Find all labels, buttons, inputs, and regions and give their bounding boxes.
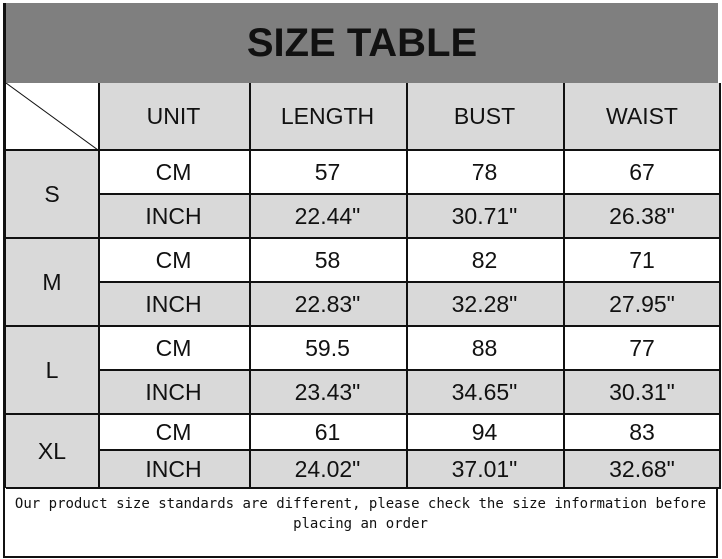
grid-line	[98, 369, 721, 371]
table-cell: 30.71"	[406, 194, 563, 238]
grid-line	[98, 449, 721, 451]
table-cell: CM	[98, 326, 249, 370]
table-cell: 77	[563, 326, 721, 370]
header-waist: WAIST	[563, 83, 721, 150]
table-cell: 82	[406, 238, 563, 282]
grid-line	[249, 83, 251, 488]
size-label: S	[6, 150, 98, 238]
grid-line	[98, 83, 100, 488]
header-length: LENGTH	[249, 83, 406, 150]
table-cell: 34.65"	[406, 370, 563, 414]
size-label: M	[6, 238, 98, 326]
table-cell: CM	[98, 238, 249, 282]
table-cell: 78	[406, 150, 563, 194]
size-table: UNIT LENGTH BUST WAIST S CM 57 78 67 INCH 22.44" 30…	[3, 83, 721, 489]
grid-line	[719, 83, 721, 488]
table-cell: INCH	[98, 370, 249, 414]
table-cell: 59.5	[249, 326, 406, 370]
table-cell: CM	[98, 150, 249, 194]
table-cell: INCH	[98, 194, 249, 238]
grid-line	[6, 487, 721, 489]
grid-line	[6, 149, 721, 151]
table-cell: 94	[406, 414, 563, 450]
header-unit: UNIT	[98, 83, 249, 150]
size-label: L	[6, 326, 98, 414]
table-cell: 22.83"	[249, 282, 406, 326]
table-cell: CM	[98, 414, 249, 450]
table-cell: 24.02"	[249, 450, 406, 488]
table-cell: 67	[563, 150, 721, 194]
grid-line	[563, 83, 565, 488]
size-note: Our product size standards are different…	[3, 488, 718, 558]
page-title: SIZE TABLE	[3, 3, 718, 83]
table-cell: 23.43"	[249, 370, 406, 414]
table-cell: 61	[249, 414, 406, 450]
corner-cell	[6, 83, 98, 150]
table-cell: 83	[563, 414, 721, 450]
diagonal-line	[6, 83, 98, 150]
table-cell: INCH	[98, 282, 249, 326]
grid-line	[98, 193, 721, 195]
table-cell: 88	[406, 326, 563, 370]
grid-line	[98, 281, 721, 283]
table-cell: 26.38"	[563, 194, 721, 238]
table-cell: 71	[563, 238, 721, 282]
table-cell: 22.44"	[249, 194, 406, 238]
table-cell: 58	[249, 238, 406, 282]
table-cell: 32.68"	[563, 450, 721, 488]
table-cell: 27.95"	[563, 282, 721, 326]
header-bust: BUST	[406, 83, 563, 150]
table-cell: INCH	[98, 450, 249, 488]
grid-line	[6, 413, 721, 415]
grid-line	[6, 237, 721, 239]
table-cell: 37.01"	[406, 450, 563, 488]
size-label: XL	[6, 414, 98, 488]
table-cell: 30.31"	[563, 370, 721, 414]
grid-line	[6, 325, 721, 327]
grid-line	[406, 83, 408, 488]
table-cell: 57	[249, 150, 406, 194]
table-cell: 32.28"	[406, 282, 563, 326]
